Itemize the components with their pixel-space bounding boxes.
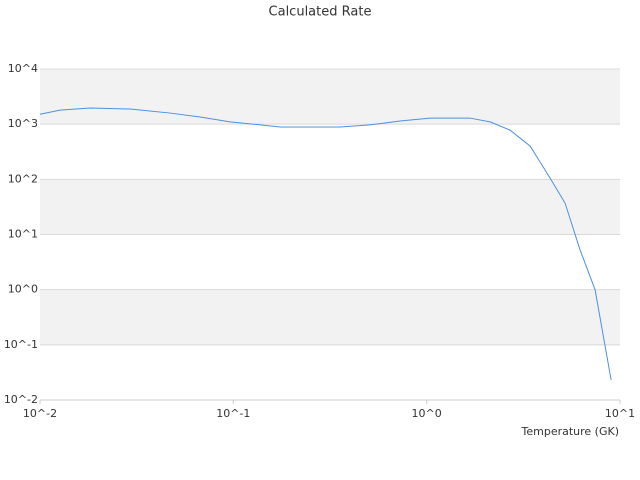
y-tick-label: 10^2 [8,172,38,185]
y-tick-label: 10^-2 [4,393,38,406]
y-tick-label: 10^3 [8,117,38,130]
plot-background [40,69,620,345]
x-tick-label: 10^-2 [23,407,57,420]
y-tick-label: 10^4 [8,62,38,75]
y-tick-label: 10^-1 [4,338,38,351]
y-tick-label: 10^0 [8,283,38,296]
x-tick-label: 10^-1 [216,407,250,420]
band [40,179,620,235]
y-tick-label: 10^1 [8,228,38,241]
data-line [39,107,612,381]
x-tick-label: 10^0 [412,407,442,420]
x-axis-label: Temperature (GK) [521,425,620,438]
x-tick-label: 10^1 [605,407,635,420]
band [40,69,620,125]
chart-title: Calculated Rate [269,5,372,20]
band [40,289,620,345]
